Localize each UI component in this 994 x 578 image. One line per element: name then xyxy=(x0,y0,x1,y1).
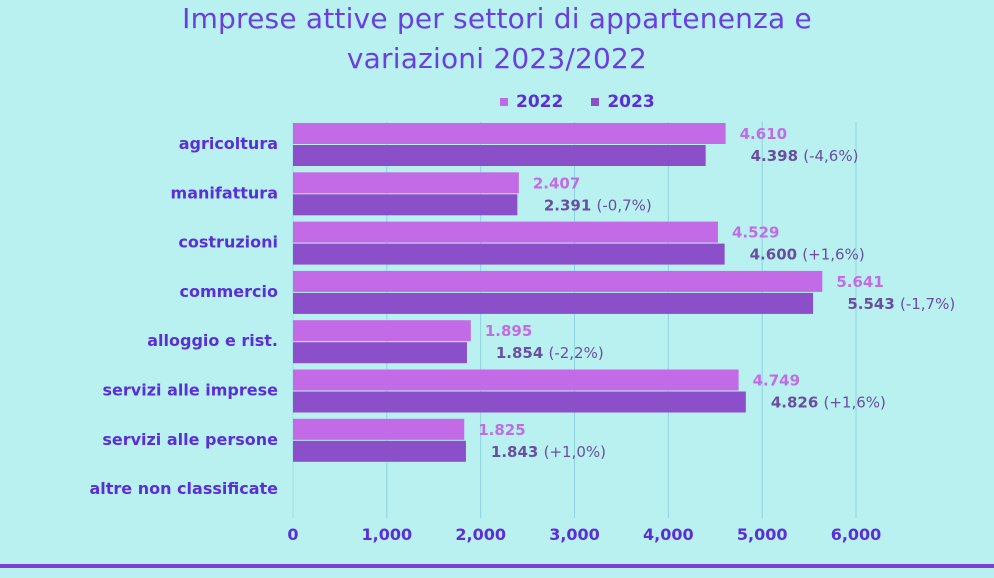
data-label-2022: 5.641 xyxy=(836,273,883,291)
category-label: costruzioni xyxy=(178,233,278,252)
x-tick-label: 0 xyxy=(287,525,298,544)
legend-swatch-2022 xyxy=(500,98,508,106)
bar-2023 xyxy=(293,391,746,413)
data-label-2022: 1.895 xyxy=(485,322,532,340)
data-label-2023: 4.826 (+1,6%) xyxy=(771,394,886,412)
bar-2023 xyxy=(293,243,725,265)
data-label-2023: 4.398 (-4,6%) xyxy=(751,147,859,165)
category-label: servizi alle persone xyxy=(102,430,278,449)
bottom-divider xyxy=(0,564,994,568)
legend: 2022 2023 xyxy=(500,92,655,112)
bar-2023 xyxy=(293,342,467,364)
category-label: alloggio e rist. xyxy=(147,331,278,350)
data-label-2022: 4.749 xyxy=(753,372,800,390)
legend-item-2022: 2022 xyxy=(500,92,563,112)
bar-2022 xyxy=(293,221,718,243)
category-label: commercio xyxy=(179,282,278,301)
data-label-2022: 4.610 xyxy=(740,125,787,143)
bar-2022 xyxy=(293,270,823,292)
bar-2023 xyxy=(293,194,518,216)
category-label: manifattura xyxy=(171,183,278,202)
legend-swatch-2023 xyxy=(591,98,600,106)
category-label: servizi alle imprese xyxy=(103,381,279,400)
bar-2023 xyxy=(293,145,706,166)
bar-2022 xyxy=(293,123,726,144)
x-tick-label: 6,000 xyxy=(831,525,882,544)
bar-2023 xyxy=(293,440,466,462)
x-tick-label: 1,000 xyxy=(362,525,413,544)
legend-label-2022: 2022 xyxy=(516,92,564,112)
data-label-2023: 5.543 (-1,7%) xyxy=(847,295,955,313)
legend-label-2023: 2023 xyxy=(607,92,655,112)
x-tick-label: 2,000 xyxy=(455,525,506,544)
bar-2022 xyxy=(293,418,465,440)
data-label-2022: 4.529 xyxy=(732,224,779,242)
bar-2022 xyxy=(293,320,471,342)
legend-item-2023: 2023 xyxy=(591,92,655,112)
chart-title-line2: variazioni 2023/2022 xyxy=(346,42,648,75)
bar-2023 xyxy=(293,292,814,314)
bar-2022 xyxy=(293,369,739,391)
chart-title-line1: Imprese attive per settori di appartenen… xyxy=(182,2,812,35)
category-label: altre non classificate xyxy=(89,479,278,498)
x-tick-label: 4,000 xyxy=(643,525,694,544)
x-tick-label: 5,000 xyxy=(737,525,788,544)
data-label-2023: 2.391 (-0,7%) xyxy=(544,196,652,214)
x-tick-label: 3,000 xyxy=(549,525,600,544)
category-label: agricoltura xyxy=(179,134,278,153)
data-label-2023: 1.854 (-2,2%) xyxy=(496,344,604,362)
data-label-2023: 1.843 (+1,0%) xyxy=(491,443,606,461)
data-label-2022: 1.825 xyxy=(478,421,525,439)
data-label-2023: 4.600 (+1,6%) xyxy=(750,246,865,264)
bar-2022 xyxy=(293,172,519,194)
data-label-2022: 2.407 xyxy=(533,174,580,192)
